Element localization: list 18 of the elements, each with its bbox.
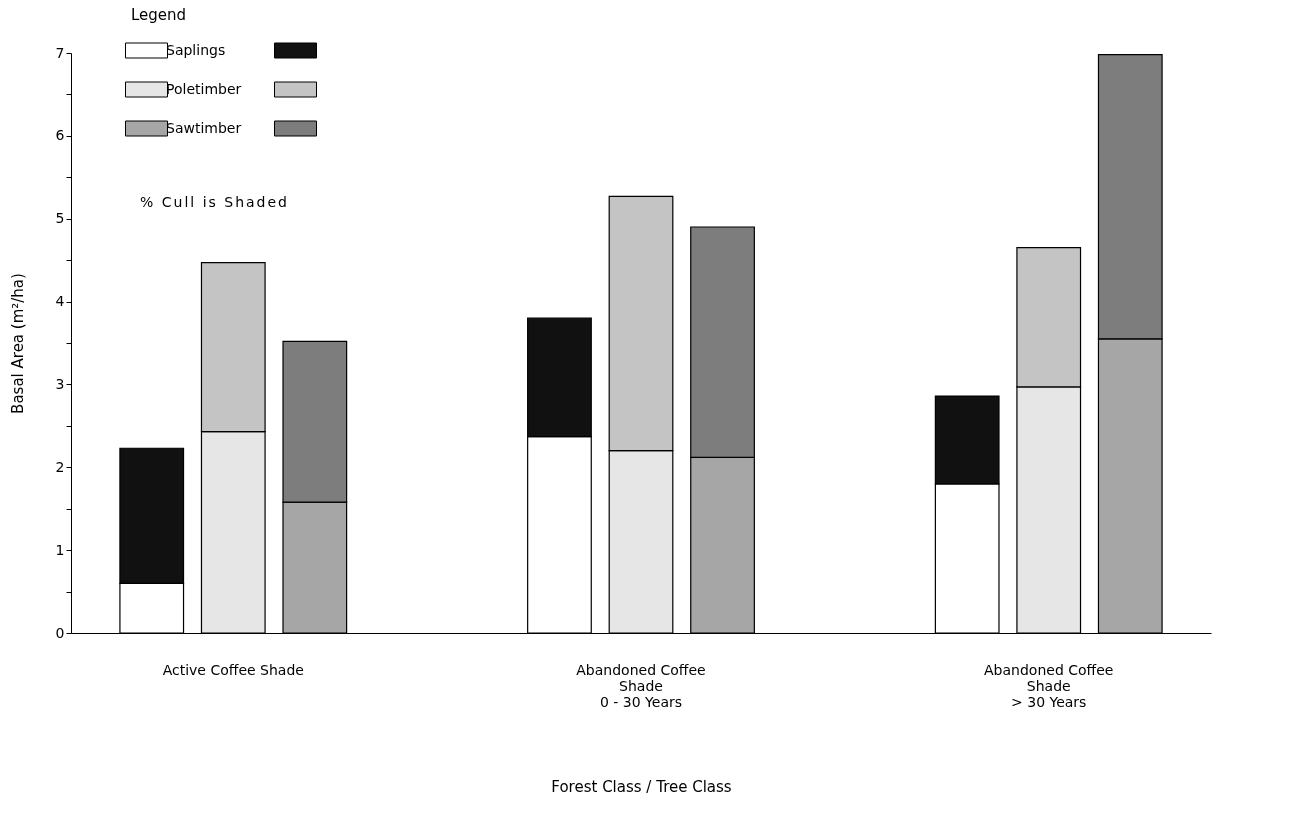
y-tick-label: 1 xyxy=(55,541,65,558)
y-axis-title: Basal Area (m²/ha) xyxy=(8,273,27,414)
legend-title: Legend xyxy=(131,6,187,24)
y-tick-label: 4 xyxy=(55,293,65,310)
y-tick-label: 0 xyxy=(55,624,65,641)
y-tick-label: 5 xyxy=(55,210,65,227)
annotation: % Cull is Shaded xyxy=(140,194,289,210)
x-tick-label: Abandoned Coffee Shade 0 - 30 Years xyxy=(576,661,706,710)
x-axis-title: Forest Class / Tree Class xyxy=(551,777,732,796)
y-tick-label: 6 xyxy=(55,127,65,144)
x-tick-label: Abandoned Coffee Shade > 30 Years xyxy=(984,661,1114,710)
y-tick-label: 3 xyxy=(55,375,65,392)
y-tick-label: 2 xyxy=(55,458,65,475)
x-tick-label: Active Coffee Shade xyxy=(162,661,304,678)
legend-label: Saplings xyxy=(166,41,226,58)
y-tick-label: 7 xyxy=(55,44,65,61)
legend-label: Poletimber xyxy=(166,80,242,97)
legend-label: Sawtimber xyxy=(166,119,242,136)
